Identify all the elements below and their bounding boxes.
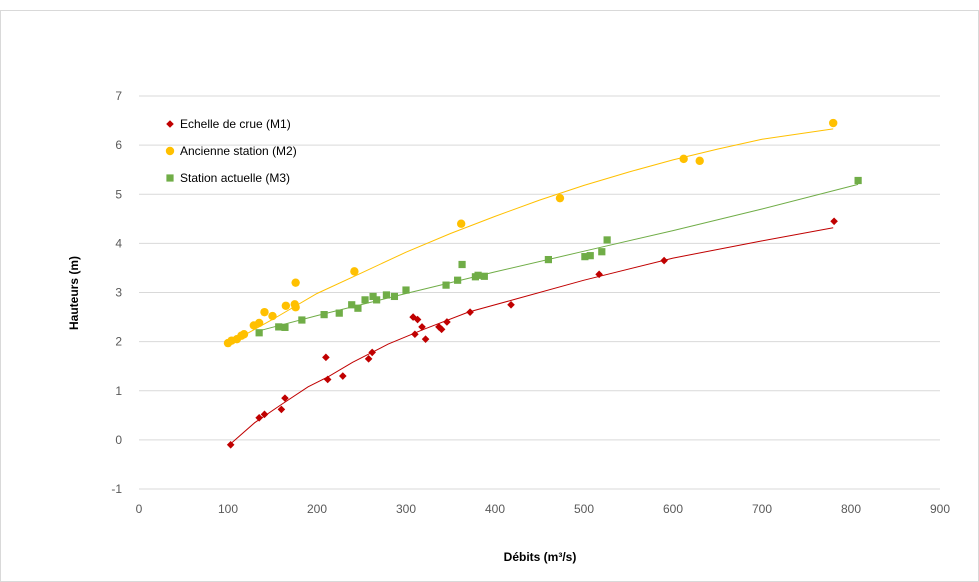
data-point-series-3: [454, 276, 462, 284]
data-point-series-3: [281, 323, 289, 331]
data-point-series-1: [322, 353, 330, 362]
data-point-series-3: [348, 301, 356, 309]
data-point-series-1: [409, 313, 417, 321]
data-point-series-1: [277, 405, 286, 414]
data-point-series-2: [555, 193, 565, 203]
data-point-series-3: [854, 176, 862, 185]
data-point-series-3: [442, 281, 450, 289]
data-point-series-1: [411, 330, 419, 339]
data-point-series-2: [679, 154, 688, 164]
data-point-series-3: [581, 253, 589, 261]
data-point-series-1: [260, 410, 269, 419]
y-tick-label: 6: [115, 138, 122, 152]
data-point-series-1: [443, 318, 451, 326]
chart-frame: [0, 10, 979, 582]
data-point-series-2: [239, 330, 249, 339]
x-tick-label: 200: [307, 502, 327, 516]
data-point-series-2: [268, 311, 277, 321]
y-tick-label: -1: [111, 482, 122, 496]
data-point-series-1: [435, 323, 443, 331]
data-point-series-1: [830, 217, 838, 226]
data-point-series-2: [254, 318, 264, 328]
data-point-series-2: [291, 278, 300, 287]
legend-label-series-2: Ancienne station (M2): [180, 144, 297, 158]
data-point-series-1: [368, 348, 376, 357]
data-point-series-3: [361, 296, 369, 304]
y-axis-title: Hauteurs (m): [67, 256, 81, 330]
data-point-series-1: [281, 394, 289, 402]
data-point-series-2: [829, 118, 838, 128]
y-tick-label: 1: [115, 384, 122, 398]
data-point-series-3: [320, 311, 328, 319]
data-point-series-1: [437, 325, 446, 334]
legend-label-series-1: Echelle de crue (M1): [180, 117, 291, 131]
trendline-series-1: [230, 227, 834, 445]
legend: Echelle de crue (M1) Ancienne station (M2…: [165, 117, 297, 185]
data-point-series-3: [603, 236, 611, 244]
x-axis-title: Débits (m³/s): [504, 550, 577, 564]
x-tick-label: 900: [930, 502, 950, 516]
legend-label-series-3: Station actuelle (M3): [180, 171, 290, 185]
data-point-series-3: [354, 304, 362, 312]
data-point-series-2: [350, 267, 359, 276]
gridlines: [139, 95, 940, 490]
data-point-series-3: [335, 309, 343, 317]
data-point-series-1: [226, 440, 235, 449]
x-tick-label: 300: [396, 502, 416, 516]
data-point-series-1: [660, 256, 668, 265]
trendlines: [227, 128, 859, 445]
x-tick-label: 0: [136, 502, 143, 516]
data-point-series-1: [364, 355, 373, 363]
legend-marker-series-1: [166, 120, 174, 128]
data-point-series-2: [260, 307, 269, 317]
data-point-series-1: [595, 270, 603, 279]
y-tick-label: 4: [115, 236, 122, 250]
y-tick-label: 3: [115, 286, 122, 300]
data-point-series-2: [695, 156, 704, 166]
data-point-series-3: [373, 296, 381, 304]
data-point-series-1: [466, 308, 474, 316]
data-point-series-3: [474, 271, 482, 279]
data-point-series-1: [339, 372, 347, 380]
y-tick-label: 7: [115, 89, 122, 103]
data-point-series-2: [281, 301, 291, 310]
data-points: [223, 118, 862, 449]
data-point-series-3: [275, 323, 283, 331]
data-point-series-1: [507, 300, 515, 309]
data-point-series-3: [458, 260, 466, 269]
x-tick-label: 700: [752, 502, 772, 516]
data-point-series-1: [418, 323, 426, 331]
legend-marker-series-3: [166, 174, 174, 182]
data-point-series-3: [382, 291, 391, 299]
data-point-series-1: [255, 413, 263, 422]
x-tick-label: 500: [574, 502, 594, 516]
x-tick-label: 400: [485, 502, 505, 516]
trendline-series-2: [227, 128, 834, 345]
x-tick-label: 100: [218, 502, 238, 516]
y-tick-label: 5: [115, 187, 122, 201]
trendline-series-3: [258, 183, 859, 332]
data-point-series-3: [390, 292, 399, 301]
data-point-series-3: [255, 329, 263, 337]
data-point-series-3: [480, 272, 488, 280]
data-point-series-2: [456, 219, 466, 228]
y-axis-ticks: -1 0 1 2 3 4 5 6 7: [111, 89, 122, 496]
x-axis-ticks: 0 100 200 300 400 500 600 700 800 900: [136, 502, 951, 516]
data-point-series-3: [598, 248, 606, 256]
data-point-series-3: [402, 286, 410, 294]
y-tick-label: 0: [115, 433, 122, 447]
x-tick-label: 800: [841, 502, 861, 516]
data-point-series-1: [413, 315, 422, 324]
data-point-series-3: [298, 316, 306, 324]
data-point-series-1: [323, 375, 332, 384]
y-tick-label: 2: [115, 335, 122, 349]
data-point-series-2: [291, 303, 300, 312]
data-point-series-3: [544, 255, 552, 264]
legend-marker-series-2: [165, 146, 175, 156]
data-point-series-1: [421, 335, 430, 343]
data-point-series-3: [586, 252, 594, 260]
x-tick-label: 600: [663, 502, 683, 516]
